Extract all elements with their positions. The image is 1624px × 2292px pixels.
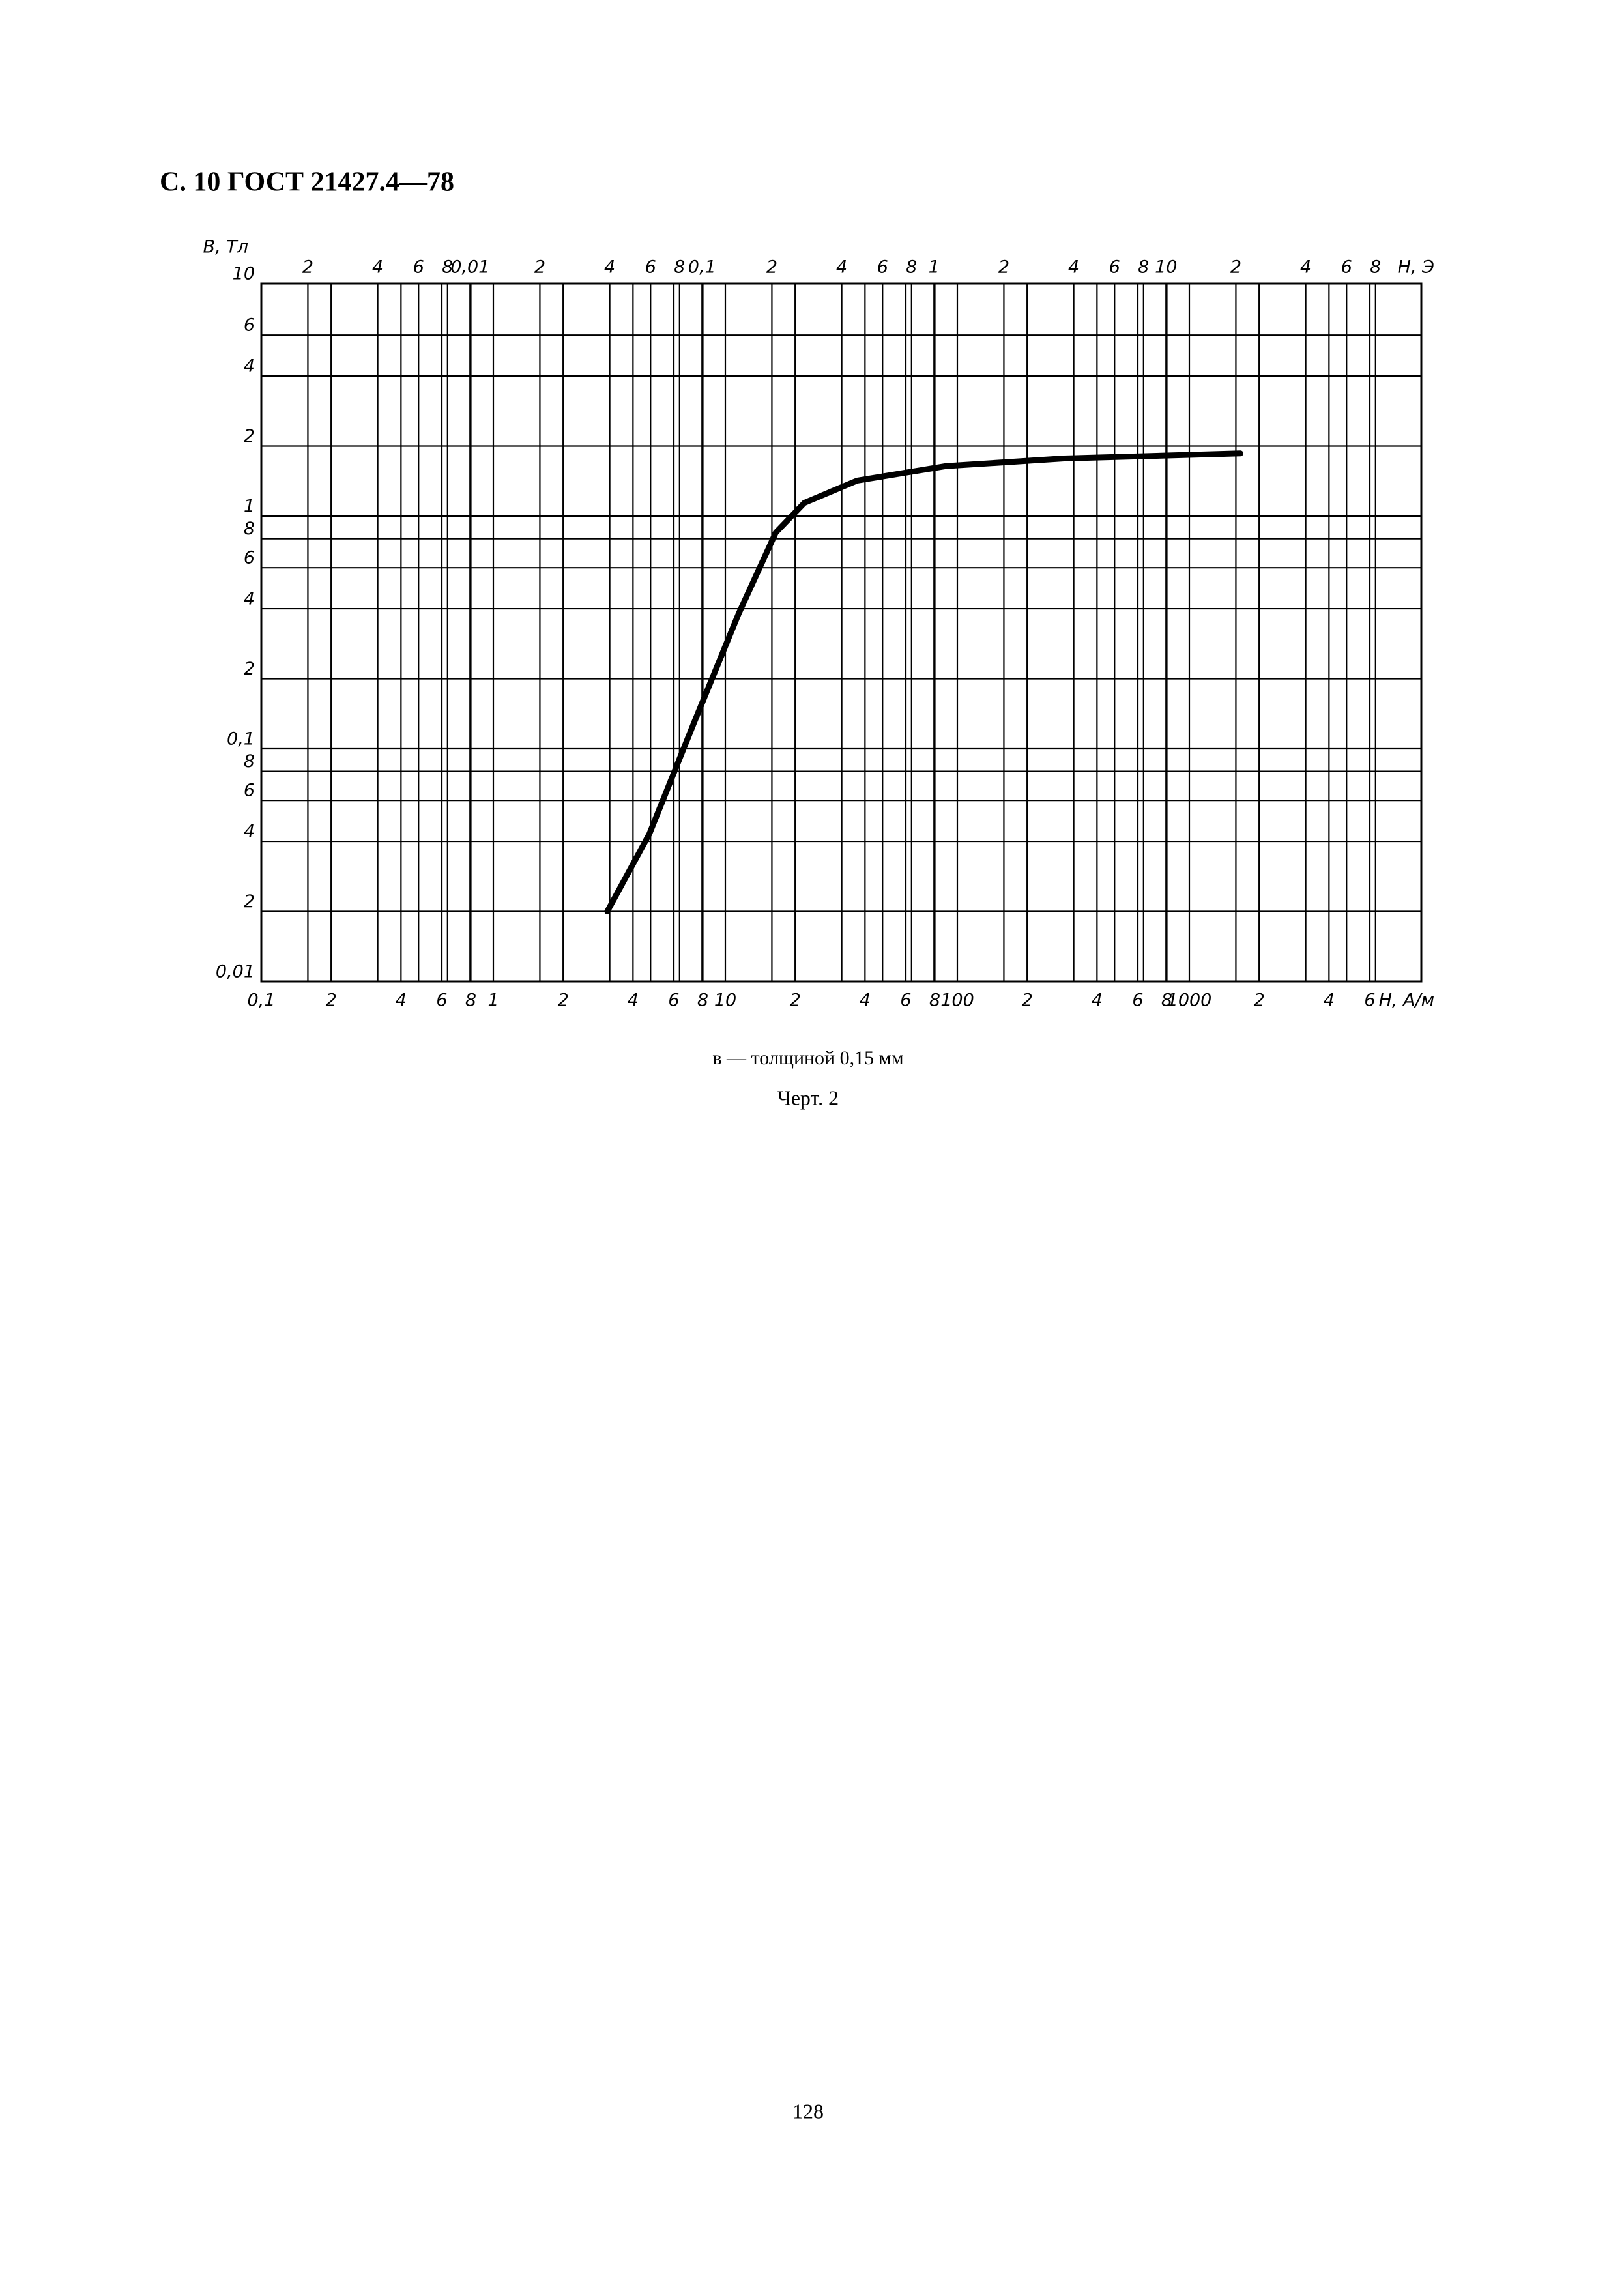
x2-tick-label: 6 (1341, 257, 1352, 278)
x-tick-label: 2 (1022, 991, 1033, 1011)
x-tick-label: 1000 (1167, 991, 1212, 1011)
x2-tick-label: 2 (534, 257, 545, 278)
y-tick-label: 4 (244, 356, 255, 377)
x2-tick-label: 1 (929, 257, 940, 278)
x2-tick-label: 0,01 (450, 257, 489, 278)
x2-tick-label: 6 (413, 257, 424, 278)
figure-subtitle: в — толщиной 0,15 мм (712, 1047, 903, 1069)
x-tick-label: 8 (1161, 991, 1172, 1011)
x-tick-label: 6 (668, 991, 679, 1011)
y-tick-label: 8 (244, 751, 255, 772)
x-axis-label: Н, А/м (1379, 991, 1434, 1011)
x2-tick-label: 8 (674, 257, 685, 278)
x2-tick-label: 4 (1300, 257, 1311, 278)
x-tick-label: 2 (326, 991, 337, 1011)
x2-tick-label: 0,1 (688, 257, 716, 278)
x2-tick-label: 8 (906, 257, 917, 278)
x2-tick-label: 4 (836, 257, 847, 278)
x-tick-label: 8 (929, 991, 940, 1011)
x2-tick-label: 6 (1109, 257, 1120, 278)
x2-tick-label: 2 (766, 257, 777, 278)
x2-tick-label: 4 (372, 257, 383, 278)
x2-tick-label: 2 (998, 257, 1009, 278)
x2-tick-label: 4 (604, 257, 615, 278)
x-tick-label: 6 (1132, 991, 1143, 1011)
y-tick-label: 2 (244, 426, 255, 446)
x-tick-label: 2 (558, 991, 569, 1011)
y-tick-label: 2 (244, 659, 255, 679)
x2-tick-label: 8 (1370, 257, 1381, 278)
page-header: С. 10 ГОСТ 21427.4—78 (160, 167, 454, 197)
y-tick-label: 10 (233, 264, 255, 284)
figure-caption: Черт. 2 (777, 1086, 839, 1109)
y-tick-label: 2 (244, 892, 255, 912)
x-tick-label: 6 (436, 991, 447, 1011)
x-tick-label: 4 (860, 991, 871, 1011)
x-tick-label: 2 (790, 991, 801, 1011)
x-tick-label: 4 (396, 991, 407, 1011)
y-tick-label: 4 (244, 589, 255, 609)
x-tick-label: 100 (940, 991, 974, 1011)
x-tick-label: 4 (1324, 991, 1335, 1011)
x-tick-label: 8 (465, 991, 476, 1011)
x-tick-label: 4 (1092, 991, 1103, 1011)
x-tick-label: 10 (714, 991, 736, 1011)
y-tick-label: 6 (244, 781, 255, 801)
x-tick-label: 8 (697, 991, 708, 1011)
y-tick-label: 4 (244, 822, 255, 842)
x2-tick-label: 8 (442, 257, 453, 278)
x-tick-label: 2 (1254, 991, 1265, 1011)
x-tick-label: 1 (487, 991, 499, 1011)
page-number: 128 (792, 2099, 824, 2123)
x-tick-label: 4 (628, 991, 639, 1011)
y-axis-label: В, Тл (203, 237, 248, 257)
y-tick-label: 6 (244, 548, 255, 568)
x2-tick-label: 2 (302, 257, 313, 278)
x2-tick-label: 10 (1155, 257, 1177, 278)
x2-tick-label: 8 (1138, 257, 1149, 278)
magnetization-curve (604, 450, 1243, 914)
x2-tick-label: 4 (1068, 257, 1079, 278)
y-tick-label: 1 (244, 497, 255, 517)
x2-tick-label: 6 (645, 257, 656, 278)
x-tick-label: 0,1 (248, 991, 276, 1011)
x2-tick-label: 6 (877, 257, 888, 278)
x2-axis-label: Н, Э (1398, 257, 1434, 278)
y-tick-label: 8 (244, 519, 255, 539)
y-tick-label: 0,1 (227, 729, 255, 749)
x-tick-label: 6 (1364, 991, 1375, 1011)
x-tick-label: 6 (900, 991, 911, 1011)
x2-tick-label: 2 (1230, 257, 1241, 278)
y-tick-label: 0,01 (216, 962, 255, 982)
y-tick-label: 6 (244, 315, 255, 336)
